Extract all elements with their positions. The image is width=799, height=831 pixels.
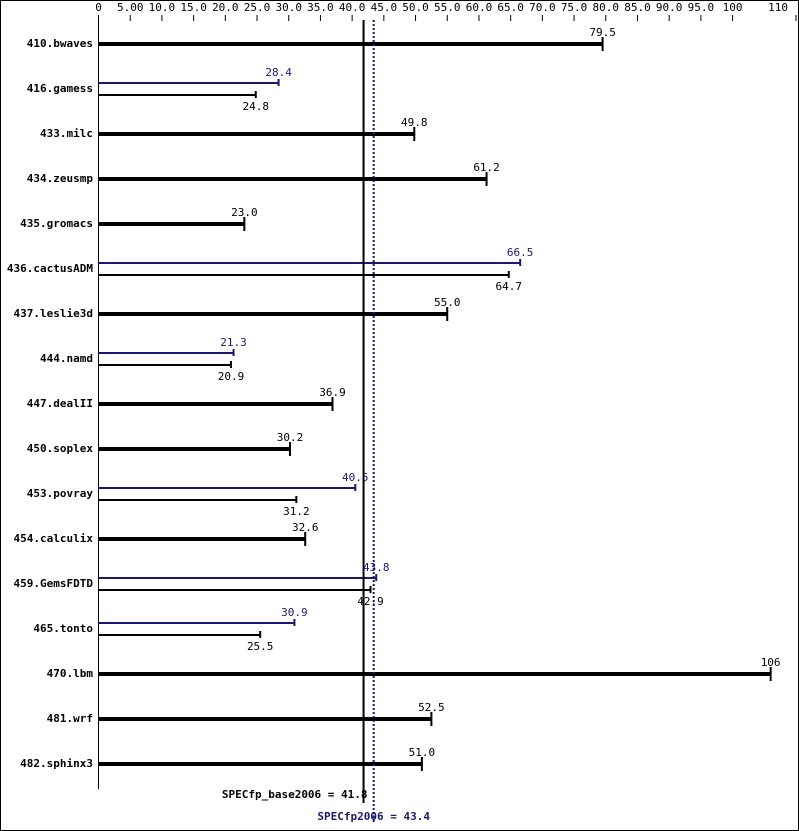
x-tick-label: 110	[768, 1, 788, 14]
x-tick-label: 60.0	[466, 1, 493, 14]
value-label: 61.2	[473, 161, 500, 174]
value-label: 51.0	[409, 746, 436, 759]
bar	[98, 82, 279, 84]
x-tick-label: 75.0	[561, 1, 588, 14]
x-tick-label: 70.0	[529, 1, 556, 14]
bar	[98, 622, 295, 624]
bar	[98, 717, 432, 721]
bar	[98, 42, 603, 46]
bar	[98, 447, 290, 451]
category-label: 470.lbm	[47, 667, 94, 680]
x-tick-label: 80.0	[593, 1, 620, 14]
bar	[98, 177, 487, 181]
x-tick-label: 45.0	[371, 1, 398, 14]
category-label: 410.bwaves	[27, 37, 93, 50]
value-label: 23.0	[231, 206, 258, 219]
bar	[98, 352, 234, 354]
category-label: 450.soplex	[27, 442, 94, 455]
bar	[98, 94, 256, 96]
x-tick-label: 65.0	[497, 1, 524, 14]
bar	[98, 274, 509, 276]
x-tick-label: 95.0	[688, 1, 715, 14]
x-tick-label: 35.0	[307, 1, 334, 14]
value-label: 79.5	[589, 26, 616, 39]
x-tick-label: 10.0	[149, 1, 176, 14]
category-label: 436.cactusADM	[7, 262, 93, 275]
bar	[98, 364, 232, 366]
bar	[98, 537, 306, 541]
x-tick-label: 15.0	[180, 1, 207, 14]
value-label: 20.9	[218, 370, 245, 383]
x-tick-label: 25.0	[244, 1, 271, 14]
bar	[98, 672, 771, 676]
category-label: 444.namd	[40, 352, 93, 365]
bar	[98, 589, 371, 591]
value-label: 28.4	[265, 66, 292, 79]
x-tick-label: 20.0	[212, 1, 239, 14]
value-label: 52.5	[418, 701, 445, 714]
x-tick-label: 90.0	[656, 1, 683, 14]
bar	[98, 487, 356, 489]
bar	[98, 312, 448, 316]
bar	[98, 262, 521, 264]
bar	[98, 634, 261, 636]
category-label: 459.GemsFDTD	[14, 577, 94, 590]
category-label: 435.gromacs	[20, 217, 93, 230]
value-label: 64.7	[496, 280, 523, 293]
value-label: 24.8	[243, 100, 270, 113]
value-label: 106	[761, 656, 781, 669]
bar	[98, 222, 245, 226]
x-tick-label: 85.0	[624, 1, 651, 14]
bar	[98, 577, 377, 579]
category-label: 465.tonto	[33, 622, 93, 635]
value-label: 25.5	[247, 640, 274, 653]
value-label: 21.3	[220, 336, 247, 349]
category-label: 482.sphinx3	[20, 757, 93, 770]
category-label: 437.leslie3d	[14, 307, 93, 320]
value-label: 40.5	[342, 471, 369, 484]
value-label: 30.2	[277, 431, 304, 444]
x-tick-label: 50.0	[402, 1, 429, 14]
category-label: 434.zeusmp	[27, 172, 94, 185]
reference-label: SPECfp2006 = 43.4	[317, 810, 430, 823]
category-label: 453.povray	[27, 487, 94, 500]
value-label: 49.8	[401, 116, 428, 129]
value-label: 32.6	[292, 521, 319, 534]
x-tick-label: 30.0	[275, 1, 302, 14]
x-tick-label: 40.0	[339, 1, 366, 14]
value-label: 43.8	[363, 561, 390, 574]
category-label: 481.wrf	[47, 712, 93, 725]
bar	[98, 762, 422, 766]
bar	[98, 132, 415, 136]
reference-label: SPECfp_base2006 = 41.8	[222, 788, 368, 801]
category-label: 416.gamess	[27, 82, 93, 95]
bar	[98, 499, 297, 501]
x-tick-label: 0	[95, 1, 102, 14]
x-tick-label: 55.0	[434, 1, 461, 14]
value-label: 36.9	[319, 386, 346, 399]
x-tick-label: 5.00	[117, 1, 144, 14]
value-label: 55.0	[434, 296, 461, 309]
value-label: 30.9	[281, 606, 308, 619]
category-label: 447.dealII	[27, 397, 93, 410]
category-label: 433.milc	[40, 127, 93, 140]
value-label: 66.5	[507, 246, 534, 259]
bar	[98, 402, 333, 406]
value-label: 42.9	[357, 595, 384, 608]
x-tick-label: 100	[723, 1, 743, 14]
value-label: 31.2	[283, 505, 310, 518]
category-label: 454.calculix	[14, 532, 94, 545]
